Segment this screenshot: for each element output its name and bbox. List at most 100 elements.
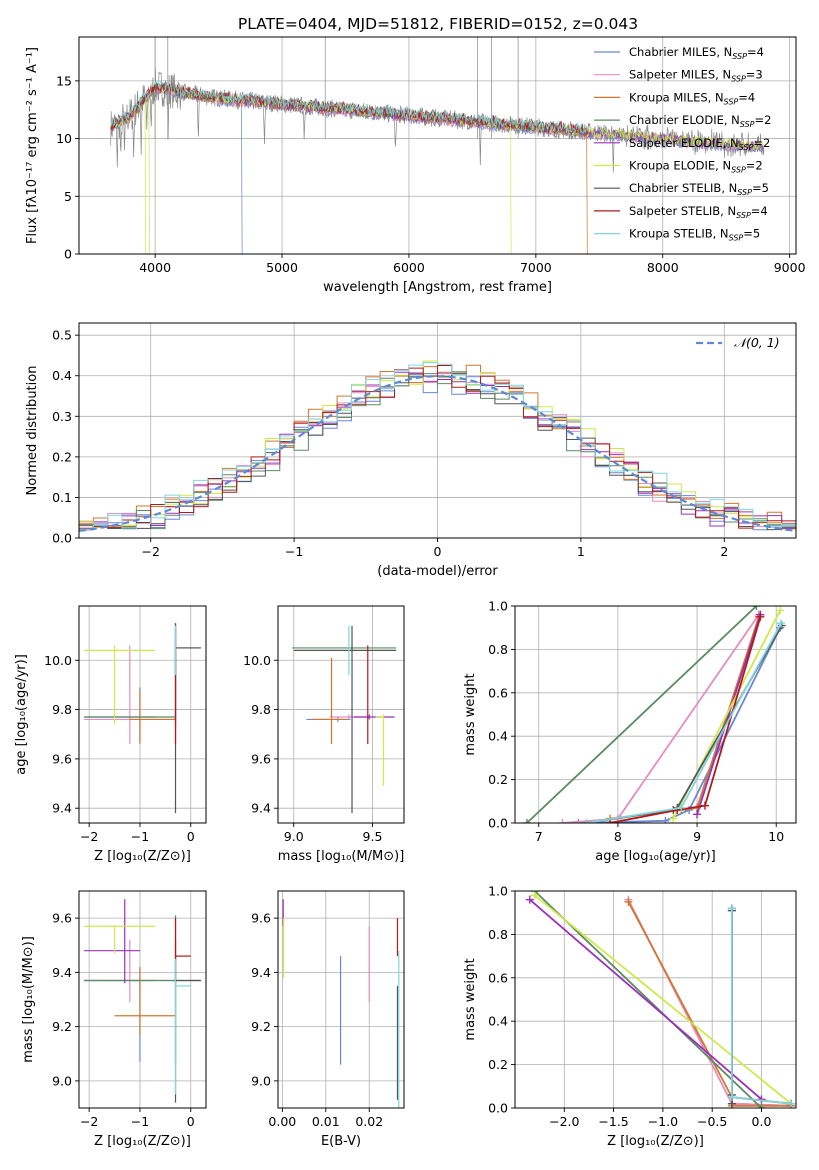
x-axis-label: wavelength [Angstrom, rest frame] (323, 280, 552, 295)
plot-area (282, 899, 400, 1108)
x-tick-label: 6000 (393, 260, 425, 275)
y-tick-label: 9.6 (251, 751, 271, 766)
mass-weight-marker (525, 895, 534, 904)
mass-weight-marker (605, 819, 614, 823)
x-tick-label: 9000 (774, 260, 806, 275)
errorbar-point (84, 899, 140, 984)
x-tick-label: 9.0 (284, 829, 304, 844)
y-tick-label: 9.4 (251, 965, 271, 980)
errorbar-point (84, 915, 201, 1062)
errorbar-point (84, 687, 156, 742)
mass-weight-marker (574, 819, 583, 823)
x-tick-label: 8000 (647, 260, 679, 275)
y-tick-label: 0.4 (488, 1014, 508, 1029)
errorbar-point (375, 714, 385, 787)
mass-weight-marker (727, 904, 736, 913)
y-tick-label: 0.8 (488, 642, 508, 657)
mass-weight-line (526, 606, 758, 823)
plot-area (79, 360, 796, 532)
axes-frame: 7 8 9 10 0.0 0.2 0.4 0.6 0.8 1.0 age [log₁₀(age/yr… (463, 599, 797, 864)
x-tick-label: 0.02 (355, 1114, 383, 1129)
x-tick-label: −2 (80, 829, 98, 844)
y-tick-label: 0.6 (488, 970, 508, 985)
errorbar-point (353, 714, 395, 720)
y-tick-label: 9.4 (52, 965, 72, 980)
axes-mass-weight-vs-Z: −2.0 −1.5 −1.0 −0.5 0.0 0.0 0.2 0.4 0.6 0.8 1.0 Z [… (463, 884, 797, 1149)
errorbar-point (293, 625, 397, 814)
plot-area (292, 625, 397, 814)
x-axis-label: Z [log₁₀(Z/Z⊙)] (94, 849, 191, 864)
errorbar-point (114, 966, 176, 1035)
mass-weight-line (627, 899, 792, 1107)
mass-weight-marker (776, 606, 785, 615)
axes-frame: −2 −1 0 9.4 9.6 9.8 10.0 Z [log₁₀(Z/Z⊙)] age [lo… (14, 605, 207, 864)
x-tick-label: 2 (720, 544, 728, 559)
errorbar-point (174, 623, 201, 722)
axes-mass-vs-Z: −2 −1 0 9.0 9.2 9.4 9.6 Z [log₁₀(Z/Z⊙)] mass [lo… (21, 890, 207, 1149)
errorbar-point (174, 958, 191, 1095)
y-tick-label: 9.6 (52, 911, 72, 926)
y-tick-label: 0.0 (488, 1101, 508, 1116)
mass-weight-line (534, 894, 792, 1105)
errorbar-point (84, 966, 156, 1062)
legend-entry: Salpeter ELODIE, NSSP=2 (629, 136, 770, 152)
y-tick-label: 9.4 (52, 801, 72, 816)
errorbar-point (84, 925, 156, 954)
x-tick-label: 4000 (139, 260, 171, 275)
legend-entry: Chabrier MILES, NSSP=4 (629, 45, 764, 61)
errorbar-point (84, 939, 176, 1003)
y-tick-label: 9.6 (251, 911, 271, 926)
y-tick-label: 0.0 (52, 531, 72, 546)
mass-weight-marker (624, 897, 633, 906)
axes-spectrum: 4000 5000 6000 7000 8000 9000 0 5 10 15 wavelength… (25, 36, 806, 295)
y-axis-label: age [log₁₀(age/yr)] (14, 654, 29, 775)
errorbar-point (312, 657, 348, 745)
legend-entry: Kroupa ELODIE, NSSP=2 (629, 159, 763, 175)
y-tick-label: 1.0 (488, 884, 508, 899)
y-tick-label: 0.3 (52, 409, 72, 424)
mass-weight-marker (776, 619, 785, 628)
axes-frame: −2 −1 0 1 2 0.0 0.1 0.2 0.3 0.4 0.5 (data-model)/er… (25, 322, 797, 579)
mass-weight-marker (700, 801, 709, 810)
residual-histogram (79, 371, 796, 529)
y-tick-label: 9.2 (52, 1019, 72, 1034)
y-axis-label: mass [log₁₀(M/M⊙)] (21, 936, 36, 1063)
y-tick-label: 9.6 (52, 751, 72, 766)
errorbar-point (174, 939, 201, 1103)
plot-area (522, 606, 786, 823)
model-spectrum (110, 80, 589, 135)
mass-weight-line (529, 899, 763, 1100)
mass-weight-marker (582, 819, 591, 823)
x-axis-label: E(B-V) (321, 1134, 361, 1149)
errorbar-point (174, 918, 191, 984)
mass-weight-marker (522, 819, 531, 823)
y-tick-label: 10.0 (243, 653, 271, 668)
mass-weight-marker (727, 1093, 736, 1102)
x-tick-label: 0.0 (752, 1114, 772, 1129)
x-axis-label: (data-model)/error (377, 564, 498, 579)
axes-mass-vs-EBV: 0.00 0.01 0.02 9.0 9.2 9.4 9.6 E(B-V) (251, 890, 405, 1149)
x-tick-label: 0.00 (268, 1114, 296, 1129)
y-tick-label: 9.8 (52, 702, 72, 717)
legend-entry: Salpeter STELIB, NSSP=4 (629, 204, 768, 220)
legend-entry: Kroupa STELIB, NSSP=5 (629, 227, 760, 243)
mass-weight-line (696, 614, 762, 815)
y-tick-label: 0.4 (52, 368, 72, 383)
legend-entry: Chabrier STELIB, NSSP=5 (629, 181, 769, 197)
x-tick-label: −0.5 (697, 1114, 727, 1129)
errorbar-point (292, 645, 397, 651)
x-tick-label: 9.5 (363, 829, 383, 844)
y-tick-label: 9.0 (52, 1073, 72, 1088)
legend-entry: Kroupa MILES, NSSP=4 (629, 90, 755, 106)
axes-frame: −2 −1 0 9.0 9.2 9.4 9.6 Z [log₁₀(Z/Z⊙)] mass [lo… (21, 890, 207, 1149)
mass-weight-marker (661, 816, 670, 823)
residual-histogram (79, 362, 796, 530)
y-tick-label: 9.0 (251, 1073, 271, 1088)
x-tick-label: 7000 (520, 260, 552, 275)
y-tick-label: 0.4 (488, 729, 508, 744)
x-tick-label: −1.0 (648, 1114, 678, 1129)
x-tick-label: −1 (131, 1114, 149, 1129)
x-tick-label: 1 (577, 544, 585, 559)
x-axis-label: Z [log₁₀(Z/Z⊙)] (607, 1134, 704, 1149)
